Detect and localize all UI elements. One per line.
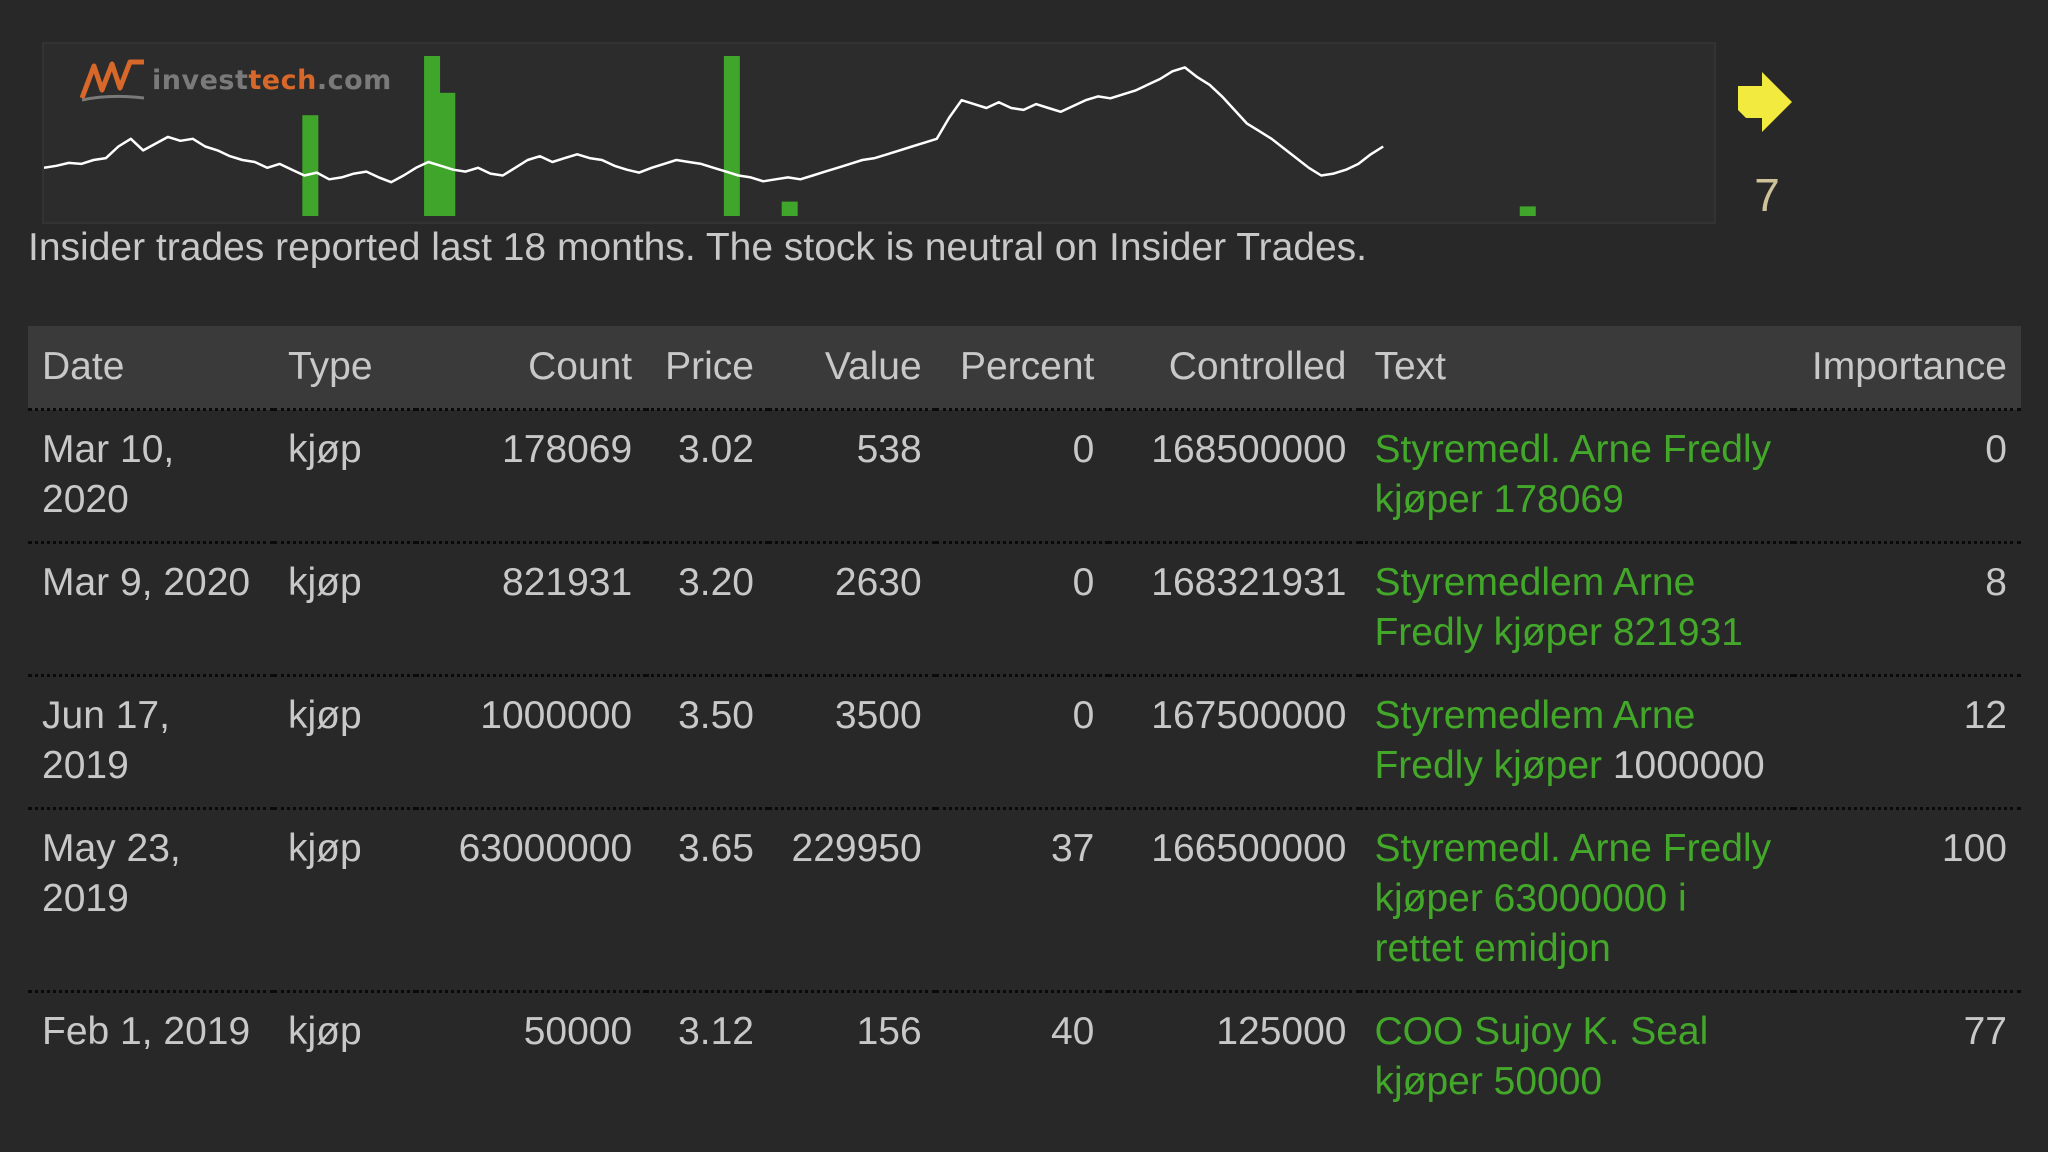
type-cell: kjøp xyxy=(287,1010,362,1053)
logo-suffix: .com xyxy=(316,64,392,96)
table-header-row: Date Type Count Price Value Percent Cont… xyxy=(28,326,2021,410)
value-cell: 156 xyxy=(856,1010,922,1053)
importance-cell: 77 xyxy=(1963,1010,2007,1053)
trade-text[interactable]: Styremedlem Arne Fredly kjøper 821931 xyxy=(1374,561,1743,654)
value-cell: 538 xyxy=(856,428,922,471)
trade-text-link[interactable]: COO Sujoy K. Seal kjøper 50000 xyxy=(1360,992,1793,1124)
trade-text-link[interactable]: Styremedlem Arne Fredly kjøper 1000000 xyxy=(1360,676,1793,809)
table-row: Jun 17, 2019 kjøp 1000000 3.50 3500 0 16… xyxy=(28,675,2021,809)
investtech-logo: investtech.com xyxy=(80,58,392,102)
percent-cell: 40 xyxy=(1050,1010,1095,1053)
count-cell: 821931 xyxy=(502,561,633,604)
controlled-cell: 168500000 xyxy=(1151,428,1347,471)
insider-volume-bar xyxy=(781,201,798,216)
table-row: Feb 1, 2019 kjøp 50000 3.12 156 40 12500… xyxy=(28,991,2021,1124)
insider-trades-table: Date Type Count Price Value Percent Cont… xyxy=(28,326,2021,1123)
trade-text[interactable]: COO Sujoy K. Seal kjøper 50000 xyxy=(1374,1010,1709,1103)
table-row: May 23, 2019 kjøp 63000000 3.65 229950 3… xyxy=(28,808,2021,992)
type-cell: kjøp xyxy=(287,694,362,737)
trade-text[interactable]: Styremedl. Arne Fredly kjøper 63000000 i… xyxy=(1374,827,1772,970)
date-cell: Jun 17, 2019 xyxy=(42,694,170,787)
count-cell: 63000000 xyxy=(458,827,633,870)
trade-text-link[interactable]: Styremedlem Arne Fredly kjøper 821931 xyxy=(1360,543,1793,676)
price-cell: 3.65 xyxy=(678,827,754,870)
percent-cell: 37 xyxy=(1050,827,1095,870)
count-cell: 178069 xyxy=(502,428,633,471)
trade-text[interactable]: Styremedlem Arne Fredly kjøper xyxy=(1374,694,1696,787)
column-header-percent[interactable]: Percent xyxy=(959,345,1095,388)
insider-volume-bar xyxy=(424,56,441,216)
logo-accent: tech xyxy=(248,64,317,96)
trade-text-link[interactable]: Styremedl. Arne Fredly kjøper 63000000 i… xyxy=(1360,809,1793,992)
controlled-cell: 166500000 xyxy=(1151,827,1347,870)
count-cell: 1000000 xyxy=(480,694,633,737)
column-header-type[interactable]: Type xyxy=(287,345,373,388)
date-cell: Feb 1, 2019 xyxy=(42,1010,251,1053)
percent-cell: 0 xyxy=(1072,694,1095,737)
price-cell: 3.12 xyxy=(678,1010,754,1053)
insider-volume-bar xyxy=(439,92,456,216)
trade-text-link[interactable]: Styremedl. Arne Fredly kjøper 178069 xyxy=(1360,410,1793,543)
importance-cell: 0 xyxy=(1985,428,2007,471)
price-cell: 3.20 xyxy=(678,561,754,604)
insider-volume-bar xyxy=(1519,206,1536,216)
value-cell: 3500 xyxy=(834,694,922,737)
count-cell: 50000 xyxy=(523,1010,633,1053)
investtech-logo-icon xyxy=(80,59,145,102)
table-row: Mar 9, 2020 kjøp 821931 3.20 2630 0 1683… xyxy=(28,542,2021,676)
insider-chart-plot xyxy=(44,56,1536,216)
logo-prefix: invest xyxy=(152,64,249,96)
price-line xyxy=(44,66,1384,184)
column-header-controlled[interactable]: Controlled xyxy=(1168,345,1347,388)
type-cell: kjøp xyxy=(287,827,362,870)
column-header-price[interactable]: Price xyxy=(665,345,754,388)
insider-volume-bar xyxy=(723,56,740,216)
controlled-cell: 167500000 xyxy=(1151,694,1347,737)
type-cell: kjøp xyxy=(287,561,362,604)
signal-score: 7 xyxy=(1754,169,1780,221)
column-header-text[interactable]: Text xyxy=(1374,345,1446,388)
type-cell: kjøp xyxy=(287,428,362,471)
date-cell: Mar 10, 2020 xyxy=(42,428,175,521)
importance-cell: 100 xyxy=(1941,827,2007,870)
percent-cell: 0 xyxy=(1072,428,1095,471)
trade-text-extra: 1000000 xyxy=(1602,744,1765,787)
value-cell: 229950 xyxy=(791,827,922,870)
date-cell: May 23, 2019 xyxy=(42,827,181,920)
date-cell: Mar 9, 2020 xyxy=(42,561,251,604)
importance-cell: 12 xyxy=(1963,694,2007,737)
column-header-value[interactable]: Value xyxy=(824,345,922,388)
column-header-count[interactable]: Count xyxy=(528,345,633,388)
percent-cell: 0 xyxy=(1072,561,1095,604)
table-row: Mar 10, 2020 kjøp 178069 3.02 538 0 1685… xyxy=(28,409,2021,543)
column-header-date[interactable]: Date xyxy=(42,345,125,388)
trade-text[interactable]: Styremedl. Arne Fredly kjøper 178069 xyxy=(1374,428,1772,521)
value-cell: 2630 xyxy=(834,561,922,604)
importance-cell: 8 xyxy=(1985,561,2007,604)
right-arrow-icon xyxy=(1738,72,1792,132)
insider-chart xyxy=(42,42,1716,224)
column-header-importance[interactable]: Importance xyxy=(1811,345,2007,388)
price-cell: 3.50 xyxy=(678,694,754,737)
price-cell: 3.02 xyxy=(678,428,754,471)
controlled-cell: 168321931 xyxy=(1151,561,1347,604)
logo-text: investtech.com xyxy=(152,65,392,96)
insider-volume-bar xyxy=(302,115,319,216)
controlled-cell: 125000 xyxy=(1216,1010,1347,1053)
insider-summary: Insider trades reported last 18 months. … xyxy=(28,226,1367,269)
